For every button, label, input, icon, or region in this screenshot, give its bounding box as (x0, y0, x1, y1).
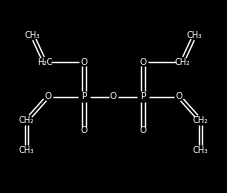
Text: CH₂: CH₂ (193, 116, 208, 125)
Text: CH₃: CH₃ (187, 31, 202, 40)
Text: O: O (44, 92, 52, 101)
Text: O: O (81, 126, 88, 135)
Text: CH₃: CH₃ (25, 31, 40, 40)
Text: P: P (81, 92, 87, 101)
Text: O: O (139, 126, 146, 135)
Text: CH₂: CH₂ (19, 116, 34, 125)
Text: O: O (139, 58, 146, 67)
Text: O: O (110, 92, 117, 101)
Text: O: O (175, 92, 183, 101)
Text: P: P (140, 92, 146, 101)
Text: O: O (81, 58, 88, 67)
Text: CH₃: CH₃ (193, 146, 208, 155)
Text: CH₃: CH₃ (19, 146, 34, 155)
Text: H₂C: H₂C (37, 58, 52, 67)
Text: CH₂: CH₂ (175, 58, 190, 67)
